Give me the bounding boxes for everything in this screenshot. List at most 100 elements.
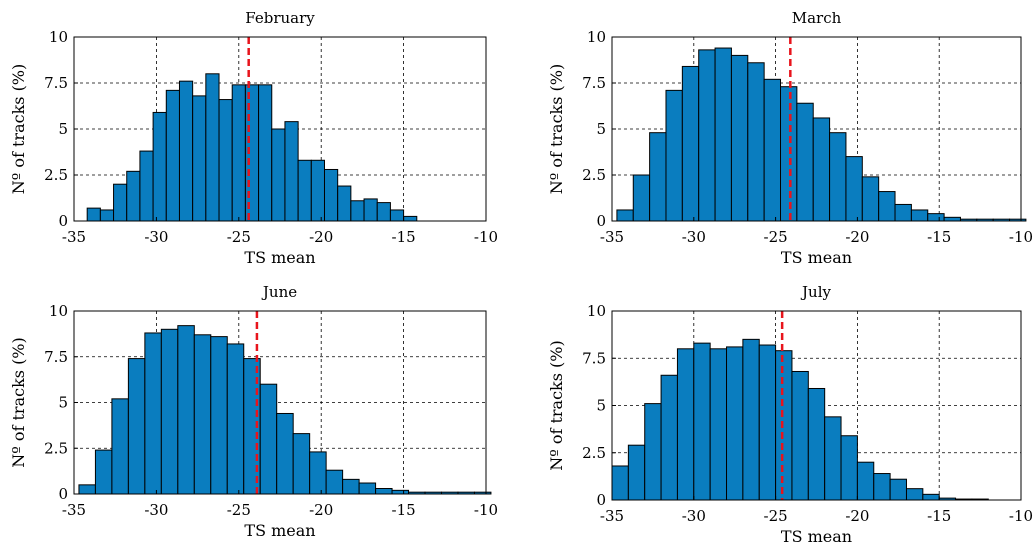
chart-title: February bbox=[245, 9, 315, 27]
histogram-bar bbox=[244, 84, 260, 222]
y-tick-label: 10 bbox=[587, 302, 606, 320]
histogram-bar bbox=[873, 473, 891, 501]
histogram-bar bbox=[660, 374, 678, 501]
histogram-bar bbox=[160, 328, 179, 495]
x-tick-label: -35 bbox=[62, 501, 86, 519]
y-tick-label: 7.5 bbox=[44, 348, 68, 366]
y-tick-label: 2.5 bbox=[582, 444, 606, 462]
x-tick-label: -30 bbox=[144, 501, 168, 519]
histogram-bar bbox=[226, 343, 245, 495]
x-tick-label: -35 bbox=[600, 507, 624, 525]
y-tick-label: 5 bbox=[596, 120, 606, 138]
x-tick-label: -30 bbox=[682, 228, 706, 246]
y-tick-label: 5 bbox=[58, 120, 68, 138]
histogram-bar bbox=[113, 183, 128, 222]
y-tick-label: 7.5 bbox=[582, 349, 606, 367]
histogram-bar bbox=[165, 89, 180, 222]
histogram-bar bbox=[796, 102, 814, 222]
x-axis-label: TS mean bbox=[244, 248, 315, 267]
histogram-bar bbox=[889, 478, 907, 501]
histogram-bar bbox=[856, 461, 875, 501]
histogram-bar bbox=[665, 89, 683, 222]
x-tick-label: -15 bbox=[392, 228, 416, 246]
y-tick-label: 2.5 bbox=[44, 166, 68, 184]
chart-panel-0: -35 -30 -25 -20 -15 -10 0 2.5 5 7.5 10 February TS m… bbox=[9, 9, 498, 267]
y-tick-label: 0 bbox=[58, 212, 68, 230]
histogram-bar bbox=[284, 121, 299, 222]
histogram-bar bbox=[192, 95, 207, 222]
histogram-bar bbox=[905, 488, 924, 501]
histogram-bar bbox=[714, 47, 732, 222]
histogram-bar bbox=[910, 209, 929, 222]
histogram-bar bbox=[693, 342, 711, 501]
histogram-bar bbox=[310, 159, 325, 222]
y-tick-label: 0 bbox=[58, 485, 68, 503]
histogram-bar bbox=[726, 346, 744, 501]
histogram-bar bbox=[111, 398, 129, 495]
histogram-bar bbox=[840, 435, 858, 501]
histogram-bar bbox=[730, 54, 749, 222]
histogram-bar bbox=[632, 174, 651, 222]
y-tick-label: 10 bbox=[587, 28, 606, 46]
histogram-bar bbox=[791, 370, 809, 501]
histogram-bar bbox=[780, 86, 798, 222]
histogram-bar bbox=[350, 200, 365, 222]
y-axis-label: Nº of tracks (%) bbox=[9, 64, 28, 195]
histogram-bar bbox=[342, 478, 360, 495]
x-tick-label: -25 bbox=[764, 228, 788, 246]
histogram-bar bbox=[763, 78, 782, 222]
histogram-bar bbox=[258, 84, 273, 222]
histogram-bar bbox=[325, 469, 344, 495]
chart-title: March bbox=[792, 9, 842, 27]
histogram-bar bbox=[210, 336, 228, 495]
chart-panel-3: -35 -30 -25 -20 -15 -10 0 2.5 5 7.5 10 July TS mean N… bbox=[547, 283, 1033, 546]
histogram-bar bbox=[389, 209, 405, 222]
histogram-bar bbox=[86, 207, 101, 222]
x-axis-label: TS mean bbox=[781, 248, 852, 267]
x-tick-label: -20 bbox=[309, 501, 333, 519]
x-tick-label: -25 bbox=[227, 228, 251, 246]
histogram-bar bbox=[144, 332, 162, 495]
histogram-bar bbox=[271, 128, 286, 222]
x-tick-label: -20 bbox=[845, 507, 869, 525]
histogram-bar bbox=[845, 156, 863, 222]
histogram-bar bbox=[139, 150, 154, 222]
histogram-bar bbox=[323, 168, 339, 222]
histogram-bar bbox=[78, 484, 96, 495]
histogram-bar bbox=[829, 132, 847, 222]
chart-title: July bbox=[800, 283, 831, 301]
x-tick-label: -30 bbox=[682, 507, 706, 525]
histogram-bar bbox=[205, 73, 220, 222]
y-axis-label: Nº of tracks (%) bbox=[547, 340, 566, 471]
x-tick-label: -15 bbox=[392, 501, 416, 519]
histogram-bar bbox=[943, 216, 961, 222]
x-tick-label: -20 bbox=[845, 228, 869, 246]
histogram-bar bbox=[376, 202, 391, 222]
histogram-bar bbox=[927, 213, 945, 222]
histogram-bar bbox=[742, 338, 760, 501]
y-tick-label: 2.5 bbox=[582, 166, 606, 184]
y-tick-label: 0 bbox=[596, 212, 606, 230]
histogram-bar bbox=[193, 334, 212, 495]
histogram-bar bbox=[297, 159, 312, 222]
x-tick-label: -10 bbox=[474, 501, 498, 519]
y-tick-label: 10 bbox=[49, 28, 68, 46]
x-tick-label: -20 bbox=[309, 228, 333, 246]
y-tick-label: 10 bbox=[49, 302, 68, 320]
histogram-bar bbox=[644, 403, 662, 501]
histogram-bar bbox=[375, 488, 393, 495]
histogram-bar bbox=[292, 433, 311, 495]
y-tick-label: 0 bbox=[596, 491, 606, 509]
histogram-bar bbox=[616, 209, 634, 222]
histogram-bar bbox=[126, 170, 141, 222]
histogram-bar bbox=[824, 416, 842, 501]
y-axis-label: Nº of tracks (%) bbox=[9, 337, 28, 468]
histogram-bar bbox=[649, 132, 667, 222]
histogram-bar bbox=[358, 482, 377, 495]
chart-panel-2: -35 -30 -25 -20 -15 -10 0 2.5 5 7.5 10 June TS mean N… bbox=[9, 283, 498, 540]
histogram-bar bbox=[861, 176, 880, 222]
histogram-bar bbox=[231, 84, 246, 222]
histogram-bar bbox=[676, 348, 695, 501]
histogram-bar bbox=[698, 49, 716, 222]
